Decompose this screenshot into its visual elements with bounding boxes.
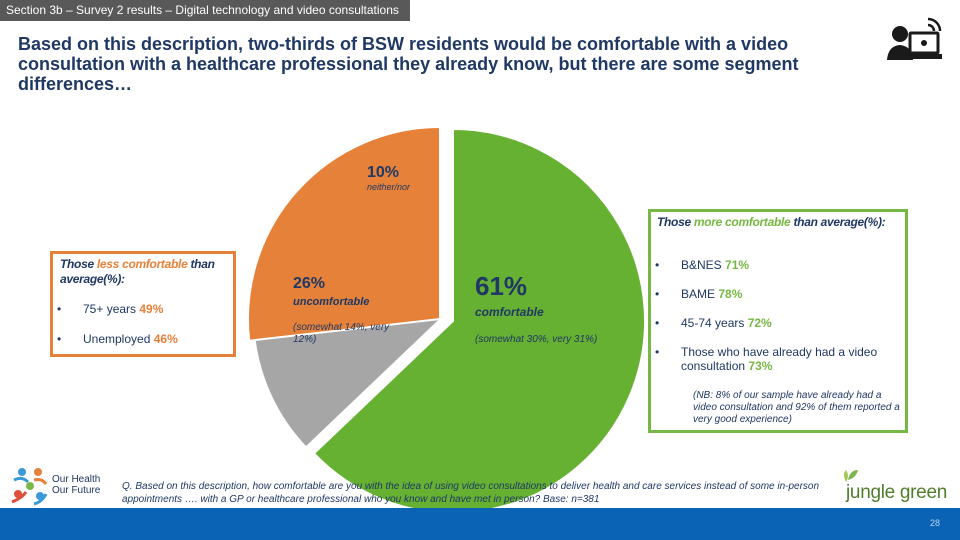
sample-note: (NB: 8% of our sample have already had a… — [693, 390, 900, 425]
bullet-dot: • — [655, 287, 660, 301]
more-head-pre: Those — [657, 215, 694, 229]
video-consultation-icon — [887, 17, 942, 60]
list-item-value: 46% — [153, 332, 178, 346]
list-item: • Unemployed 46% — [57, 332, 235, 346]
section-tag: Section 3b – Survey 2 results – Digital … — [0, 0, 410, 21]
pie-slice-uncomfortable — [247, 125, 441, 342]
slice-uncomfortable-pct: 26% — [293, 275, 326, 292]
list-item-text: B&NES — [681, 258, 726, 272]
slice-uncomfortable-label: uncomfortable — [293, 296, 370, 308]
list-item-value: 49% — [139, 302, 164, 316]
list-item-value: 72% — [747, 316, 772, 330]
our-health-logo-icon — [11, 468, 48, 506]
question-footnote: Q. Based on this description, how comfor… — [122, 481, 820, 505]
less-head-highlight: less comfortable — [96, 257, 188, 271]
list-item: • 75+ years 49% — [57, 302, 235, 316]
slice-neither-pct: 10% — [367, 164, 400, 181]
logo-line-2: Our Future — [52, 485, 101, 496]
list-item: • B&NES 71% — [655, 258, 905, 272]
list-item-text: 45-74 years — [681, 316, 748, 330]
bullet-dot: • — [57, 302, 62, 316]
more-head-post: than average(%): — [790, 215, 886, 229]
list-item-text: Unemployed — [83, 332, 154, 346]
page-number: 28 — [929, 518, 940, 528]
more-head-highlight: more comfortable — [693, 215, 791, 229]
list-item-value: 73% — [748, 359, 773, 373]
list-item: • 45-74 years 72% — [655, 316, 905, 330]
more-comfortable-box: Those more comfortable than average(%): … — [648, 209, 908, 433]
less-comfortable-box: Those less comfortable than average(%): … — [50, 251, 236, 357]
more-comfortable-list: • B&NES 71% • BAME 78% • 45-74 years 72% • T… — [655, 258, 905, 388]
list-item-text: BAME — [681, 287, 719, 301]
jungle-green-logo-text: jungle green — [846, 482, 947, 503]
our-health-logo-text: Our Health Our Future — [52, 474, 100, 496]
list-item: • BAME 78% — [655, 287, 905, 301]
bullet-dot: • — [655, 316, 660, 330]
less-head-post: than average(%): — [60, 257, 215, 286]
list-item-value: 71% — [725, 258, 750, 272]
page-title: Based on this description, two-thirds of… — [18, 34, 799, 94]
pie-slice-neither — [253, 313, 448, 449]
slice-comfortable-pct: 61% — [475, 271, 528, 301]
list-item-text: 75+ years — [83, 302, 140, 316]
bullet-dot: • — [655, 258, 660, 272]
list-item: • Those who have already had a video cons… — [655, 345, 905, 373]
bullet-dot: • — [57, 332, 62, 346]
less-comfortable-heading: Those less comfortable than average(%): — [60, 257, 235, 287]
list-item-value: 78% — [718, 287, 743, 301]
slice-comfortable-sub: (somewhat 30%, very 31%) — [475, 334, 598, 345]
slice-comfortable-label: comfortable — [475, 305, 544, 319]
pie-slice-comfortable — [312, 127, 646, 514]
list-item-text: Those who have already had a video consu… — [681, 345, 878, 373]
slice-uncomfortable-sub: (somewhat 14%, very 12%) — [293, 322, 390, 345]
less-head-pre: Those — [60, 257, 97, 271]
slice-neither-label: neither/nor — [367, 182, 411, 192]
bullet-dot: • — [655, 345, 660, 359]
footer-bar: 28 — [0, 508, 960, 540]
more-comfortable-heading: Those more comfortable than average(%): — [657, 215, 902, 230]
less-comfortable-list: • 75+ years 49% • Unemployed 46% — [57, 302, 235, 362]
logo-line-1: Our Health — [52, 474, 101, 485]
